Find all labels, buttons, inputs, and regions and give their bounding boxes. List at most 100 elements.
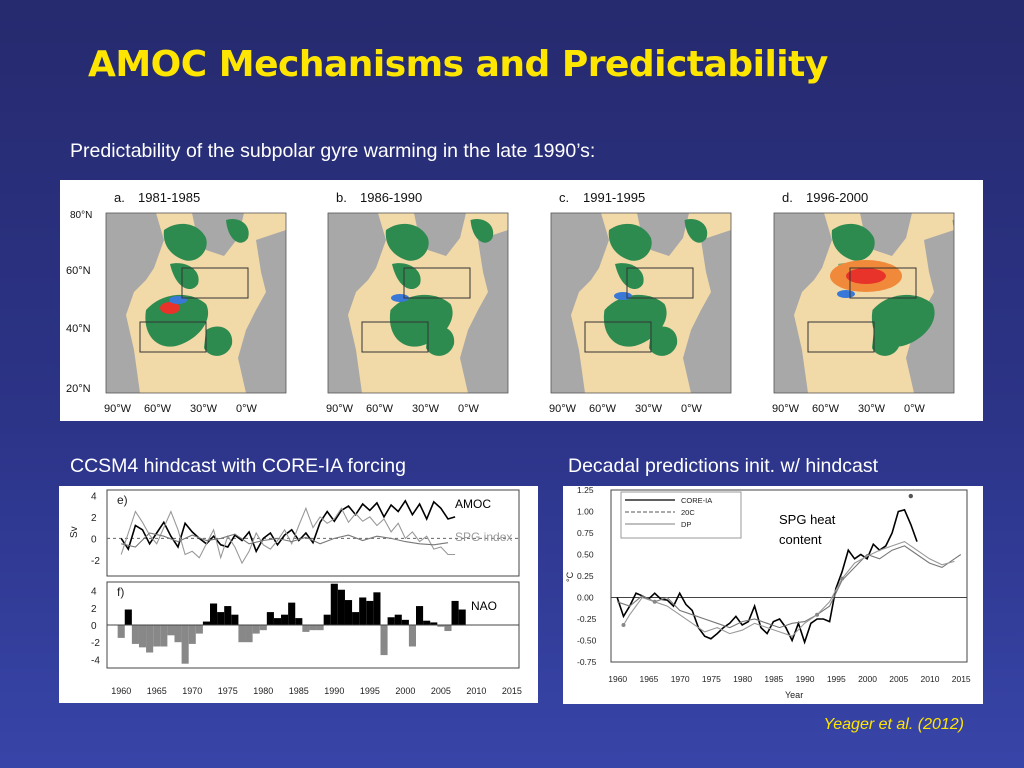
series-line-1 — [616, 508, 918, 645]
negative-anomaly-patch — [684, 218, 708, 243]
x-tick-label: 2000 — [858, 674, 877, 684]
y-tick-label: 0.25 — [577, 571, 594, 581]
y-tick-label: 1.25 — [577, 486, 594, 495]
nao-bar — [153, 625, 161, 647]
map-frame — [550, 212, 732, 394]
lon-label: 60°W — [589, 403, 617, 415]
series-line-1 — [120, 499, 456, 554]
x-tick-label: 1990 — [796, 674, 815, 684]
lon-label: 60°W — [812, 403, 840, 415]
subtropical-box — [584, 321, 652, 353]
nao-bar — [210, 603, 218, 625]
nao-bar — [423, 620, 431, 625]
nao-bar — [117, 625, 125, 638]
cool-anomaly — [614, 292, 632, 300]
subtropical-box — [139, 321, 207, 353]
legend-label: 20C — [681, 508, 695, 517]
x-axis-label: Year — [785, 690, 803, 700]
negative-anomaly-patch — [649, 326, 678, 356]
x-tick-label: 1985 — [289, 686, 309, 696]
negative-anomaly-patch — [204, 326, 233, 356]
x-tick-label: 1980 — [253, 686, 273, 696]
land-north-america — [774, 213, 832, 393]
subpolar-box — [403, 267, 471, 299]
y-tick-label: 4 — [91, 587, 97, 598]
lon-label: 90°W — [772, 403, 800, 415]
nao-bar — [451, 600, 459, 625]
negative-anomaly-patch — [163, 223, 207, 261]
negative-anomaly-patch — [226, 218, 249, 243]
nao-bar — [266, 612, 274, 625]
y-tick-label: -2 — [91, 556, 100, 567]
nao-bar — [352, 612, 360, 625]
subtropical-box — [807, 321, 875, 353]
y-tick-label: 1.00 — [577, 507, 594, 517]
nao-bar — [458, 609, 466, 625]
dp-marker — [652, 599, 657, 604]
dp-marker — [840, 576, 845, 581]
nao-bar — [394, 614, 402, 625]
lon-label: 0°W — [904, 403, 926, 415]
x-tick-label: 2005 — [431, 686, 451, 696]
nao-bar — [316, 625, 324, 631]
panel-label: e) — [117, 493, 128, 507]
legend-label: DP — [681, 520, 691, 529]
nao-bar — [195, 625, 203, 634]
map-panel-2: b. 1986-1990 90°W 60°W 30°W 0°W — [326, 190, 509, 415]
x-tick-label: 1995 — [827, 674, 846, 684]
map-body — [774, 213, 954, 393]
map-frame — [327, 212, 509, 394]
nao-bar — [160, 625, 168, 647]
lat-label: 40°N — [66, 323, 91, 335]
x-tick-label: 1960 — [111, 686, 131, 696]
x-tick-label: 2010 — [921, 674, 940, 684]
nao-bar — [380, 625, 388, 656]
x-tick-label: 1960 — [608, 674, 627, 684]
land-europe-africa — [460, 230, 508, 393]
map-body — [328, 213, 508, 393]
nao-bar — [281, 614, 289, 625]
hindcast-chart: 4 2 0 -2 Sv e) 4 2 0 -2 -4 f) 1960 1965 1970 1975 1980 19… — [69, 489, 522, 696]
x-tick-label: 2010 — [466, 686, 486, 696]
x-tick-label: 1985 — [764, 674, 783, 684]
subpolar-box — [849, 267, 917, 299]
nao-bar — [344, 600, 353, 625]
x-tick-label: 2000 — [395, 686, 415, 696]
series-line-2 — [617, 545, 962, 629]
nao-bar — [288, 602, 296, 625]
left-chart-panel: 4 2 0 -2 Sv e) 4 2 0 -2 -4 f) 1960 1965 1970 1975 1980 19… — [59, 486, 538, 703]
y-tick-label: 2 — [91, 513, 97, 524]
negative-anomaly-patch — [426, 326, 455, 356]
panel-period: 1981-1985 — [138, 190, 200, 205]
land-europe-africa — [238, 230, 286, 393]
right-chart-panel: 1.25 1.00 0.75 0.50 0.25 0.00 -0.25 -0.50 -0.75 1… — [563, 485, 983, 704]
lon-label: 30°W — [190, 403, 218, 415]
nao-bar — [309, 625, 317, 631]
panel-period: 1996-2000 — [806, 190, 868, 205]
nao-bar — [167, 625, 175, 636]
panel-letter: c. — [559, 190, 569, 205]
legend: CORE-IA 20C DP — [620, 491, 742, 539]
nao-bar — [138, 625, 147, 648]
land-north-america — [328, 213, 386, 393]
map-panel-1: a. 1981-1985 90°W 60°W 30°W 0°W — [104, 190, 287, 415]
lon-label: 90°W — [326, 403, 354, 415]
x-tick-label: 1975 — [218, 686, 238, 696]
nao-bar — [174, 625, 182, 643]
warm-anomaly — [160, 302, 180, 314]
subpolar-box — [626, 267, 694, 299]
slide-subtitle: Predictability of the subpolar gyre warm… — [70, 140, 596, 162]
lat-label: 20°N — [66, 383, 91, 395]
nao-bar — [124, 609, 132, 625]
nao-bar — [408, 625, 416, 647]
panel-letter: a. — [114, 190, 125, 205]
map-frame — [773, 212, 955, 394]
y-tick-label: -0.25 — [577, 614, 597, 624]
map-body — [106, 213, 286, 393]
panel-e-frame — [106, 489, 520, 577]
y-tick-label: 4 — [91, 491, 97, 502]
prediction-chart: 1.25 1.00 0.75 0.50 0.25 0.00 -0.25 -0.50 -0.75 1… — [565, 485, 971, 700]
series-line-3 — [121, 532, 449, 548]
nao-bar — [224, 606, 232, 625]
negative-anomaly-patch — [952, 219, 954, 229]
